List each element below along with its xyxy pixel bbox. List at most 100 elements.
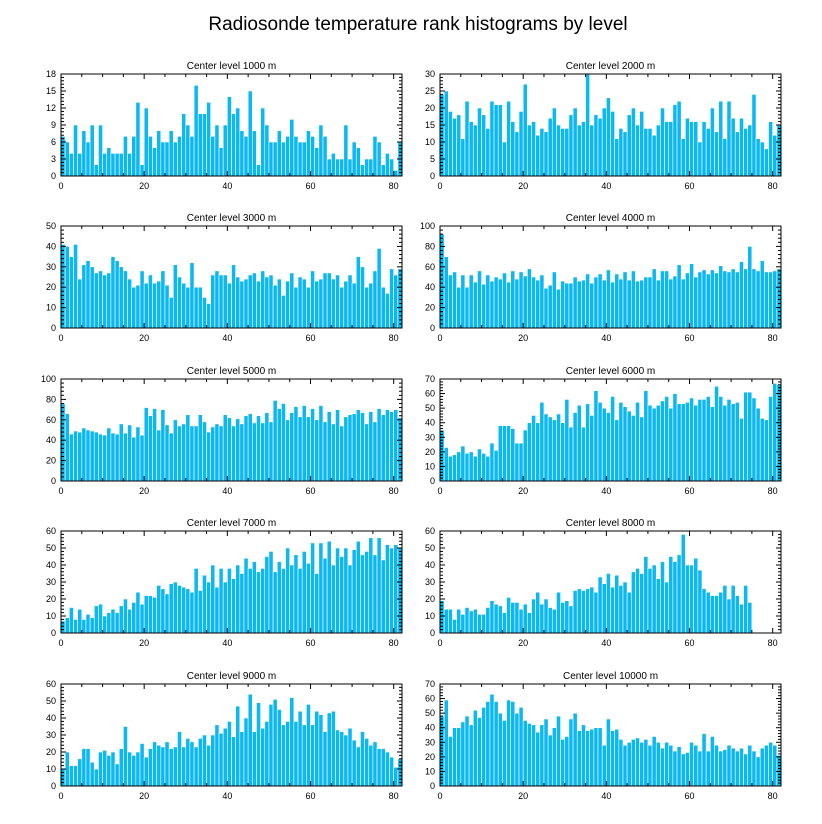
x-tick-label: 80 [768, 181, 778, 191]
bar [218, 147, 224, 177]
bar [759, 141, 765, 177]
bar [689, 397, 694, 482]
bar [768, 121, 773, 177]
bar [551, 107, 557, 177]
bar [222, 727, 228, 787]
x-tick-label: 80 [389, 638, 399, 648]
bar [477, 107, 482, 177]
bar [143, 595, 149, 634]
bar [456, 451, 462, 482]
bar [531, 415, 536, 482]
bar [502, 425, 507, 482]
bar [310, 542, 315, 634]
bar [539, 603, 545, 634]
y-tick-label: 3 [51, 154, 56, 164]
bar [497, 104, 503, 177]
bar [489, 100, 495, 177]
bar [185, 124, 191, 177]
bar [335, 547, 340, 634]
bar [714, 131, 719, 177]
x-tick-label: 20 [518, 333, 528, 343]
bar [685, 402, 690, 482]
bar [243, 557, 249, 634]
bar [601, 744, 607, 787]
plot-frame [60, 378, 403, 482]
bar [572, 276, 578, 329]
y-tick-label: 10 [46, 764, 56, 774]
bar [697, 141, 703, 177]
y-tick-label: 15 [425, 120, 435, 130]
bar [689, 564, 694, 634]
bar [468, 724, 474, 787]
bar [293, 554, 299, 634]
bar [351, 413, 357, 482]
bar [639, 741, 645, 787]
bar [389, 756, 394, 787]
bar [164, 593, 170, 634]
bar [722, 749, 728, 787]
bar [114, 433, 120, 482]
bar [643, 128, 649, 177]
bar [610, 281, 615, 329]
bar [81, 748, 87, 787]
bar [172, 746, 178, 787]
bar [118, 423, 124, 482]
y-tick-label: 50 [46, 696, 56, 706]
x-tick-label: 20 [139, 638, 149, 648]
bar [160, 746, 166, 787]
y-tick-label: 0 [51, 781, 56, 791]
bar [468, 610, 474, 634]
bar [689, 741, 694, 787]
bar [518, 707, 524, 787]
bar [672, 561, 678, 634]
bar [73, 244, 78, 329]
bar [618, 402, 624, 482]
x-tick-label: 0 [437, 333, 442, 343]
bar [351, 282, 357, 329]
y-tick-label: 0 [430, 628, 435, 638]
bar [164, 284, 170, 329]
panel-title: Center level 4000 m [566, 213, 656, 224]
bar [502, 141, 507, 177]
bar [272, 698, 278, 787]
bar [177, 731, 182, 787]
bar [448, 736, 453, 787]
bar [506, 281, 511, 329]
bar [510, 121, 516, 177]
x-tick-label: 40 [601, 181, 611, 191]
bar [593, 591, 599, 634]
bar [206, 431, 212, 482]
bar [148, 415, 153, 482]
bar [610, 586, 615, 634]
bar [73, 765, 78, 787]
x-tick-label: 40 [222, 791, 232, 801]
bar [759, 418, 765, 482]
histogram-panels: Center level 1000 m0 20 40 60 800369121518Ce… [41, 61, 782, 801]
x-tick-label: 0 [58, 638, 63, 648]
bar [301, 405, 307, 482]
bar [143, 407, 149, 482]
bar [730, 268, 736, 329]
bar [701, 269, 707, 329]
bar [389, 411, 394, 482]
bar [668, 744, 674, 787]
bar [510, 701, 516, 787]
bar [164, 424, 170, 482]
bar [318, 405, 324, 482]
bar [222, 124, 228, 177]
bar [197, 414, 203, 482]
bar [489, 600, 495, 634]
bar [231, 736, 236, 787]
bar [460, 138, 466, 177]
bar [202, 297, 207, 329]
x-tick-label: 20 [518, 638, 528, 648]
y-tick-label: 50 [425, 708, 435, 718]
bar [114, 260, 120, 329]
bar [93, 768, 99, 787]
bar [639, 279, 645, 329]
bar [655, 124, 661, 177]
bar [127, 424, 132, 482]
panel-title: Center level 1000 m [187, 61, 277, 72]
bar [177, 276, 182, 329]
y-tick-label: 40 [425, 282, 435, 292]
